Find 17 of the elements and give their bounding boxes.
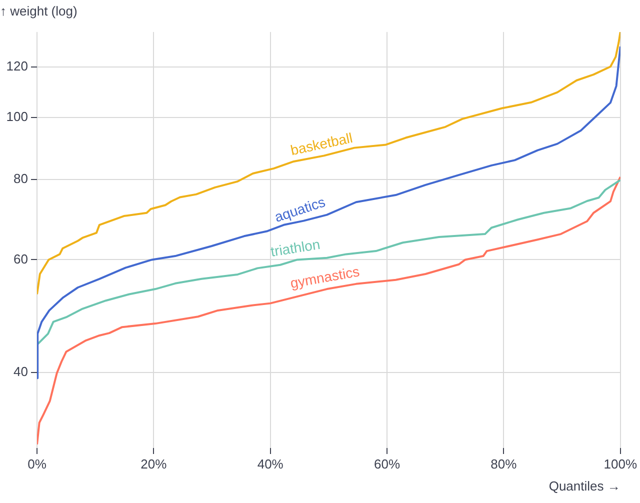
x-tick-label: 100% bbox=[604, 456, 638, 472]
x-tick-label: 20% bbox=[140, 456, 168, 472]
x-tick-label: 80% bbox=[490, 456, 518, 472]
y-tick-label: 80 bbox=[14, 171, 28, 186]
x-tick-label: 0% bbox=[28, 456, 47, 472]
x-tick-label: 60% bbox=[374, 456, 400, 472]
x-axis-title: Quantiles → bbox=[548, 478, 620, 494]
y-tick-label: 40 bbox=[14, 364, 28, 380]
text: gymnastics bbox=[288, 263, 361, 292]
text: triathlon bbox=[269, 236, 322, 260]
y-tick-label: 60 bbox=[14, 251, 28, 266]
text: aquatics bbox=[272, 194, 328, 225]
y-axis-title: ↑ weight (log) bbox=[0, 4, 78, 19]
y-tick-label: 120 bbox=[6, 58, 28, 74]
x-tick-label: 40% bbox=[257, 456, 284, 472]
text: basketball bbox=[289, 129, 354, 158]
y-tick-label: 100 bbox=[6, 109, 28, 124]
